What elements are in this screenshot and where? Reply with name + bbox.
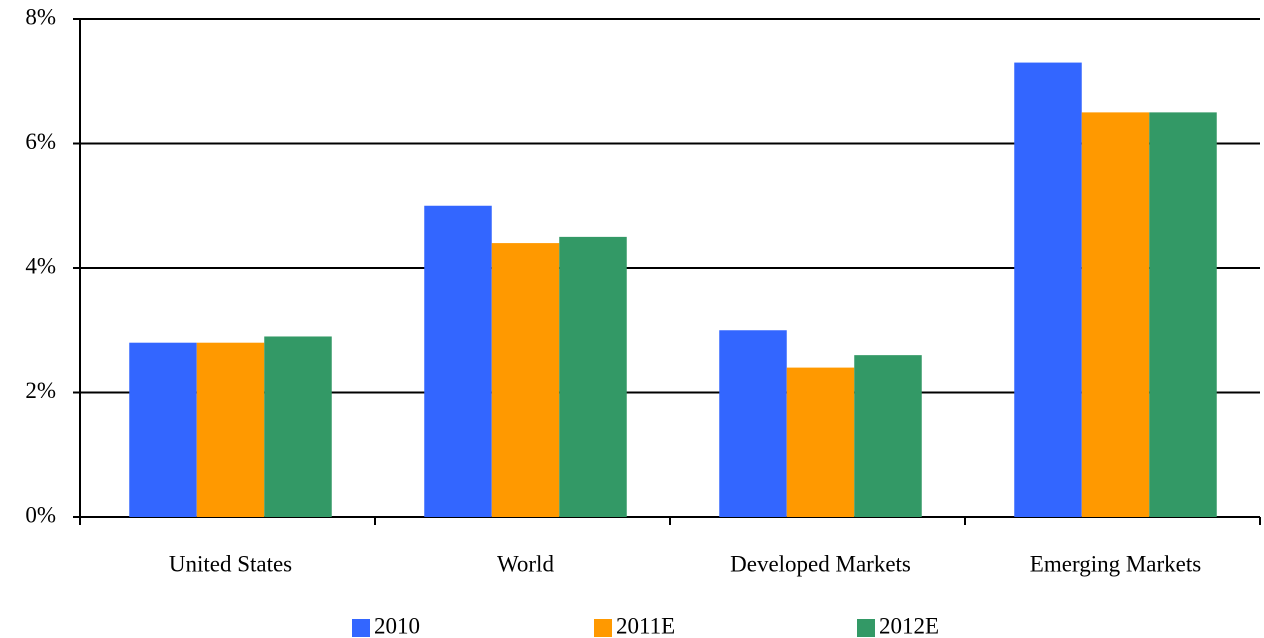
bar [854, 355, 922, 517]
y-tick-label: 8% [25, 4, 56, 29]
legend-label: 2012E [879, 613, 939, 638]
y-tick-label: 2% [25, 378, 56, 403]
bar [559, 236, 627, 517]
legend-label: 2011E [616, 613, 675, 638]
legend-swatch [857, 619, 875, 637]
y-tick-label: 4% [25, 253, 56, 278]
bar [424, 205, 492, 517]
x-tick-label: Developed Markets [730, 551, 911, 576]
bar [1081, 112, 1150, 517]
bar [129, 342, 197, 517]
bar [196, 342, 265, 517]
y-tick-label: 6% [25, 129, 56, 154]
bar [1149, 112, 1217, 517]
legend-label: 2010 [374, 613, 420, 638]
bar [786, 367, 855, 517]
x-tick-label: Emerging Markets [1030, 551, 1201, 576]
legend-swatch [594, 619, 612, 637]
bar [1014, 62, 1082, 517]
legend-swatch [352, 619, 370, 637]
x-tick-label: United States [169, 551, 292, 576]
y-tick-label: 0% [25, 502, 56, 527]
bar [264, 336, 332, 517]
x-tick-label: World [497, 551, 554, 576]
bar [491, 243, 560, 517]
bar [719, 330, 787, 517]
